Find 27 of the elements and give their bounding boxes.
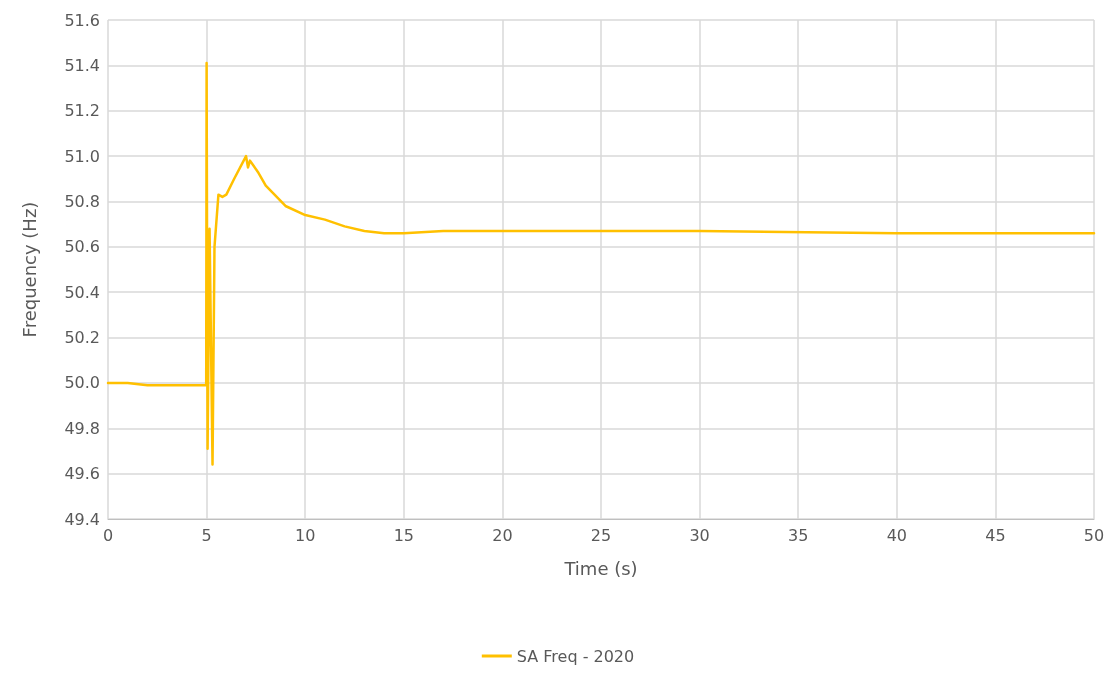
x-tick-label: 45 xyxy=(985,525,1006,545)
x-axis-title: Time (s) xyxy=(563,557,638,579)
x-tick-label: 30 xyxy=(689,525,710,545)
y-tick-label: 50.4 xyxy=(64,282,100,302)
x-tick-label: 15 xyxy=(393,525,414,545)
y-tick-label: 51.6 xyxy=(64,10,100,30)
y-tick-label: 50.8 xyxy=(64,191,100,211)
y-tick-label: 50.6 xyxy=(64,237,100,257)
line-series xyxy=(106,61,1096,466)
x-tick-label: 0 xyxy=(102,525,114,545)
legend-label: SA Freq - 2020 xyxy=(516,646,635,666)
y-tick-label: 51.0 xyxy=(64,146,100,166)
y-tick-label: 49.4 xyxy=(64,509,100,529)
x-tick-label: 40 xyxy=(886,525,907,545)
y-axis-title: Frequency (Hz) xyxy=(18,201,40,338)
x-tick-label: 25 xyxy=(590,525,612,545)
x-tick-label: 10 xyxy=(295,525,316,545)
x-tick-label: 5 xyxy=(201,525,212,545)
x-tick-label: 20 xyxy=(492,525,513,545)
y-tick-label: 49.8 xyxy=(64,418,100,438)
y-tick-label: 50.2 xyxy=(64,328,100,348)
y-tick-label: 49.6 xyxy=(64,464,100,484)
y-tick-label: 50.0 xyxy=(64,373,100,393)
x-tick-label: 50 xyxy=(1083,525,1105,545)
x-tick-label: 35 xyxy=(788,525,809,545)
y-tick-label: 51.4 xyxy=(64,55,100,75)
y-tick-label: 51.2 xyxy=(64,101,100,121)
